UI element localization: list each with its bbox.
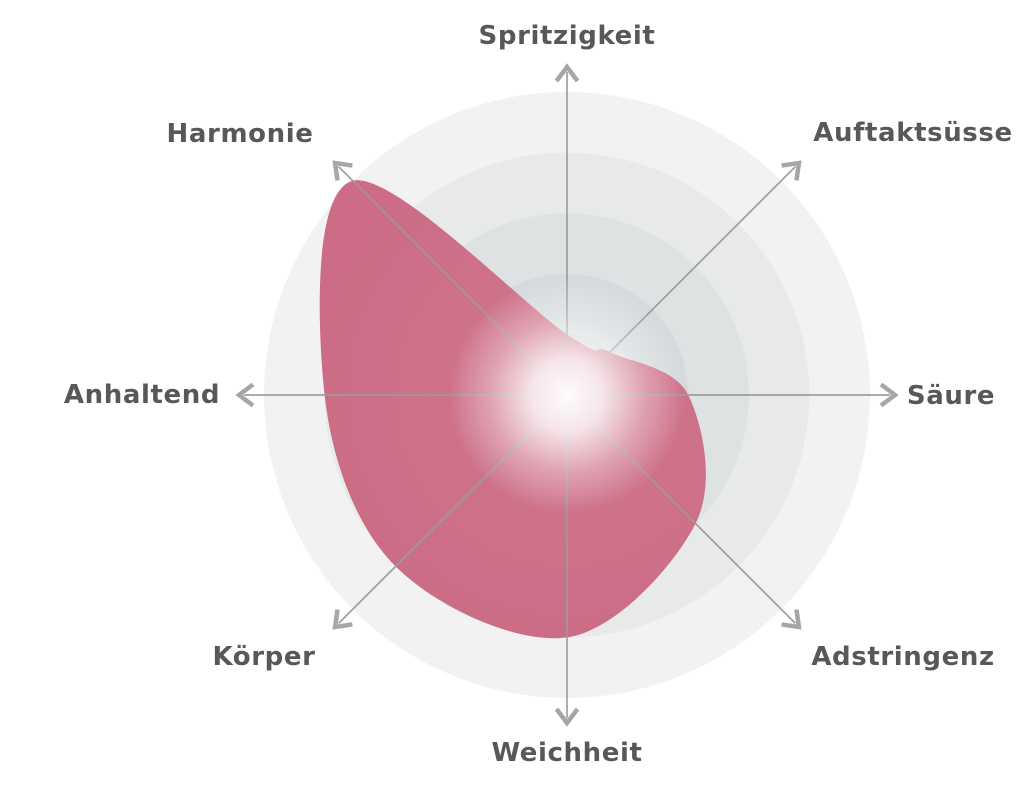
arrowhead: [781, 609, 802, 630]
arrowhead: [554, 707, 580, 727]
arrowhead: [781, 160, 802, 181]
arrowhead: [879, 382, 899, 408]
axis-label-weichheit: Weichheit: [491, 738, 643, 768]
axis-label-adstringenz: Adstringenz: [811, 642, 995, 672]
axis-label-spritzigkeit: Spritzigkeit: [478, 21, 656, 51]
axis-arrowheads: [235, 63, 899, 727]
arrowhead: [332, 609, 353, 630]
arrowhead: [332, 160, 353, 181]
axis-label-harmonie: Harmonie: [166, 119, 314, 149]
axis-label-auftaktsuesse: Auftaktsüsse: [813, 118, 1013, 148]
arrowhead: [554, 63, 580, 83]
axis-label-koerper: Körper: [212, 642, 316, 672]
axis-label-saeure: Säure: [906, 381, 996, 411]
center-glow: [449, 277, 685, 513]
arrowhead: [235, 382, 255, 408]
axis-label-anhaltend: Anhaltend: [63, 380, 221, 410]
